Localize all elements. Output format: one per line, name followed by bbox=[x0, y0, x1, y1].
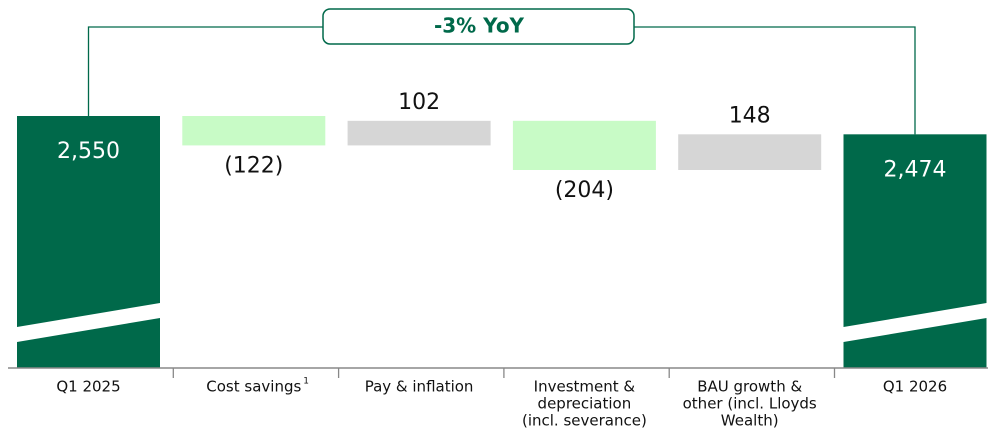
connector bbox=[634, 26, 916, 135]
x-tick-label: Investment & bbox=[534, 378, 636, 396]
bar bbox=[678, 134, 822, 170]
x-tick-label: Wealth) bbox=[721, 412, 779, 430]
value-label: (204) bbox=[555, 178, 614, 203]
x-tick-label: other (incl. Lloyds bbox=[683, 395, 817, 413]
x-tick-label: Pay & inflation bbox=[365, 378, 474, 396]
x-tick-label: Q1 2026 bbox=[883, 378, 947, 396]
x-tick-label: Q1 2025 bbox=[56, 378, 120, 396]
footnote-marker: 1 bbox=[303, 377, 309, 387]
axis-break bbox=[17, 303, 160, 342]
axis-break bbox=[843, 303, 987, 342]
value-label: (122) bbox=[224, 153, 283, 178]
x-tick-label: (incl. severance) bbox=[522, 412, 647, 430]
value-label: 2,474 bbox=[884, 157, 947, 182]
x-tick-label: Cost savings bbox=[206, 378, 301, 396]
annotation: -3% YoY bbox=[434, 14, 525, 38]
x-tick-label: BAU growth & bbox=[697, 378, 802, 396]
x-tick-label: depreciation bbox=[538, 395, 632, 413]
value-label: 102 bbox=[398, 90, 440, 115]
connector bbox=[87, 26, 323, 116]
value-label: 148 bbox=[729, 103, 771, 128]
bar bbox=[512, 120, 656, 170]
value-label: 2,550 bbox=[57, 139, 120, 164]
bar bbox=[347, 120, 491, 146]
bar bbox=[182, 116, 326, 146]
